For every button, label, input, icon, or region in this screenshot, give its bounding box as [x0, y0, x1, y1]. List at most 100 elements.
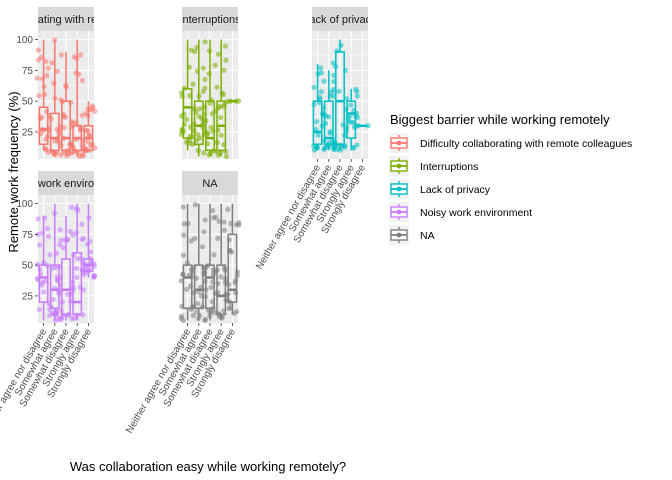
legend-item-label: Interruptions [420, 161, 478, 173]
jitter-point [219, 90, 225, 96]
jitter-point [227, 305, 233, 311]
jitter-point [200, 88, 206, 95]
legend-item: Interruptions [389, 156, 478, 176]
jitter-point [66, 150, 72, 156]
box-body [312, 100, 323, 145]
y-tick-label: 25 [22, 291, 34, 302]
jitter-point [223, 57, 229, 63]
jitter-point [36, 93, 42, 99]
jitter-point [318, 89, 324, 95]
jitter-point [202, 317, 208, 323]
box-body [335, 51, 345, 145]
jitter-point [44, 225, 51, 232]
jitter-point [191, 290, 197, 296]
legend-key-point [396, 163, 402, 169]
jitter-point [223, 153, 230, 160]
jitter-point [79, 77, 85, 84]
jitter-point [51, 80, 57, 86]
jitter-point [58, 152, 64, 158]
y-tick-label: 25 [22, 127, 34, 138]
box-body [193, 100, 204, 145]
jitter-point [58, 143, 64, 149]
jitter-point [78, 52, 84, 58]
jitter-point [39, 282, 45, 288]
jitter-point [343, 106, 349, 112]
y-tick-label: 75 [22, 66, 34, 77]
jitter-point [202, 217, 208, 223]
jitter-point [342, 132, 348, 138]
facet-strip-label: Noisy work environment [7, 178, 124, 190]
box-body [182, 264, 193, 309]
jitter-point [85, 265, 91, 271]
legend-key-point [396, 209, 402, 215]
jitter-point [196, 106, 203, 112]
jitter-point [58, 237, 64, 243]
jitter-point [216, 103, 222, 109]
jitter-point [41, 289, 47, 295]
jitter-point [216, 218, 222, 224]
jitter-point [83, 111, 89, 117]
jitter-point [192, 235, 198, 242]
box-body [205, 100, 215, 152]
y-tick-label: 75 [22, 230, 34, 241]
jitter-point [233, 222, 240, 228]
box-body [216, 264, 227, 316]
jitter-point [228, 249, 235, 255]
jitter-point [37, 115, 43, 121]
jitter-point [197, 312, 203, 319]
facet-strip [312, 7, 368, 31]
jitter-point [53, 264, 59, 271]
jitter-point [45, 233, 52, 239]
jitter-point [85, 139, 91, 145]
legend-item-label: NA [420, 230, 435, 242]
jitter-point [193, 309, 200, 315]
jitter-point [354, 142, 360, 148]
jitter-point [52, 138, 58, 144]
jitter-point [338, 42, 344, 48]
jitter-point [200, 65, 206, 71]
jitter-point [327, 128, 333, 135]
jitter-point [215, 51, 222, 57]
legend-key-point [396, 140, 402, 146]
jitter-point [212, 62, 218, 68]
jitter-point [71, 54, 77, 60]
jitter-point [215, 289, 221, 296]
jitter-point [192, 202, 198, 208]
jitter-point [318, 65, 324, 71]
jitter-point [221, 67, 227, 73]
facet-strip-label: NA [202, 178, 218, 190]
jitter-point [222, 43, 229, 49]
legend-key-point [396, 232, 402, 238]
legend-item-label: Difficulty collaborating with remote col… [420, 138, 632, 150]
jitter-point [180, 317, 186, 323]
facet-strip-label: Interruptions [179, 14, 241, 26]
jitter-point [184, 286, 190, 292]
x-axis-title: Was collaboration easy while working rem… [70, 459, 346, 474]
jitter-point [195, 301, 201, 307]
jitter-point [208, 124, 214, 130]
jitter-point [195, 132, 201, 138]
jitter-point [234, 309, 240, 315]
jitter-point [74, 256, 81, 262]
jitter-point [183, 116, 190, 122]
box-body [227, 233, 238, 303]
box-body [182, 88, 193, 139]
jitter-point [323, 144, 329, 150]
jitter-point [49, 60, 55, 66]
jitter-point [353, 86, 359, 92]
y-axis-title: Remote work frequency (%) [6, 91, 21, 252]
jitter-point [215, 281, 221, 287]
jitter-point [45, 65, 51, 72]
jitter-point [187, 93, 193, 99]
box-body [205, 264, 215, 309]
jitter-point [35, 47, 41, 53]
jitter-point [181, 121, 187, 128]
jitter-point [202, 39, 208, 45]
jitter-point [57, 264, 63, 270]
box-body [49, 112, 60, 152]
jitter-point [79, 221, 85, 227]
jitter-point [315, 132, 321, 138]
legend-item: Difficulty collaborating with remote col… [389, 133, 632, 153]
jitter-point [215, 235, 221, 241]
